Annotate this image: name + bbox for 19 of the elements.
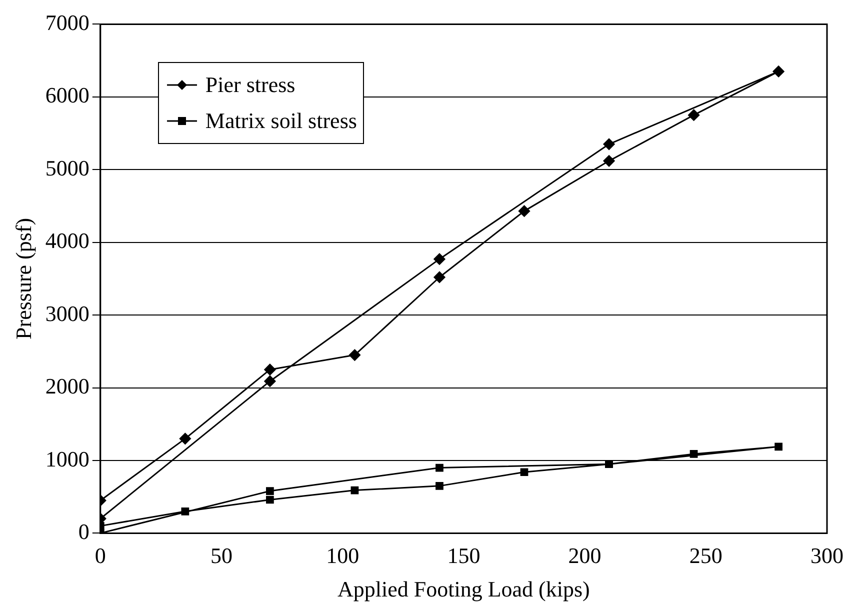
legend-label: Matrix soil stress	[205, 107, 357, 136]
y-tick-label: 0	[78, 518, 90, 544]
x-tick-label: 250	[689, 543, 722, 568]
x-axis-title: Applied Footing Load (kips)	[338, 576, 590, 602]
x-tick-label: 300	[810, 543, 844, 568]
y-tick-label: 3000	[45, 300, 90, 326]
x-tick-label: 100	[326, 543, 360, 568]
y-tick-label: 5000	[45, 155, 90, 180]
x-tick-label: 50	[210, 543, 232, 568]
y-tick-label: 7000	[45, 10, 90, 35]
y-tick-label: 1000	[45, 446, 90, 472]
y-axis-title: Pressure (psf)	[10, 218, 36, 340]
x-tick-label: 0	[94, 543, 106, 568]
legend-label: Pier stress	[205, 71, 296, 100]
y-tick-label: 2000	[45, 374, 90, 399]
x-tick-label: 150	[447, 543, 480, 568]
y-tick-label: 6000	[45, 82, 90, 108]
y-tick-label: 4000	[45, 228, 90, 254]
x-tick-label: 200	[568, 543, 602, 568]
